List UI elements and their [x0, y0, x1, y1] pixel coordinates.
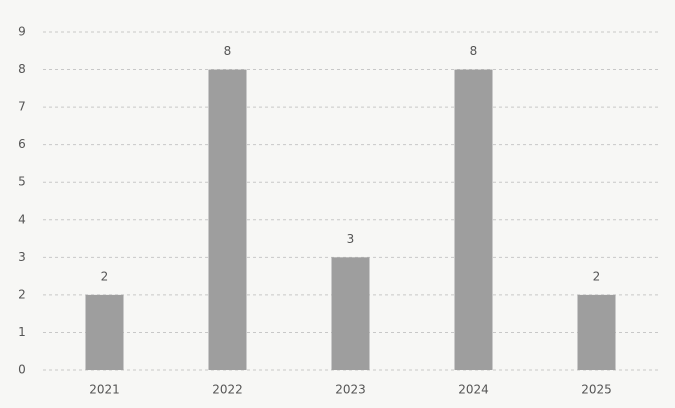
- bar: [331, 257, 370, 370]
- bar: [208, 69, 247, 371]
- bar: [577, 294, 616, 370]
- y-tick-label: 7: [18, 100, 26, 114]
- y-tick-label: 5: [18, 175, 26, 189]
- y-tick-label: 4: [18, 212, 26, 226]
- y-tick-label: 1: [18, 325, 26, 339]
- data-label: 3: [347, 232, 355, 246]
- y-tick-label: 2: [18, 287, 26, 301]
- bar: [454, 69, 493, 371]
- bar: [85, 294, 124, 370]
- x-tick-label: 2023: [335, 383, 366, 397]
- x-tick-label: 2024: [458, 383, 489, 397]
- data-label: 2: [101, 269, 109, 283]
- x-tick-label: 2021: [89, 383, 120, 397]
- data-label: 8: [224, 44, 232, 58]
- y-tick-label: 8: [18, 62, 26, 76]
- y-tick-label: 0: [18, 363, 26, 377]
- x-tick-label: 2022: [212, 383, 243, 397]
- x-tick-label: 2025: [581, 383, 612, 397]
- y-tick-label: 3: [18, 250, 26, 264]
- data-label: 2: [593, 269, 601, 283]
- data-label: 8: [470, 44, 478, 58]
- y-tick-label: 6: [18, 137, 26, 151]
- y-tick-label: 9: [18, 25, 26, 39]
